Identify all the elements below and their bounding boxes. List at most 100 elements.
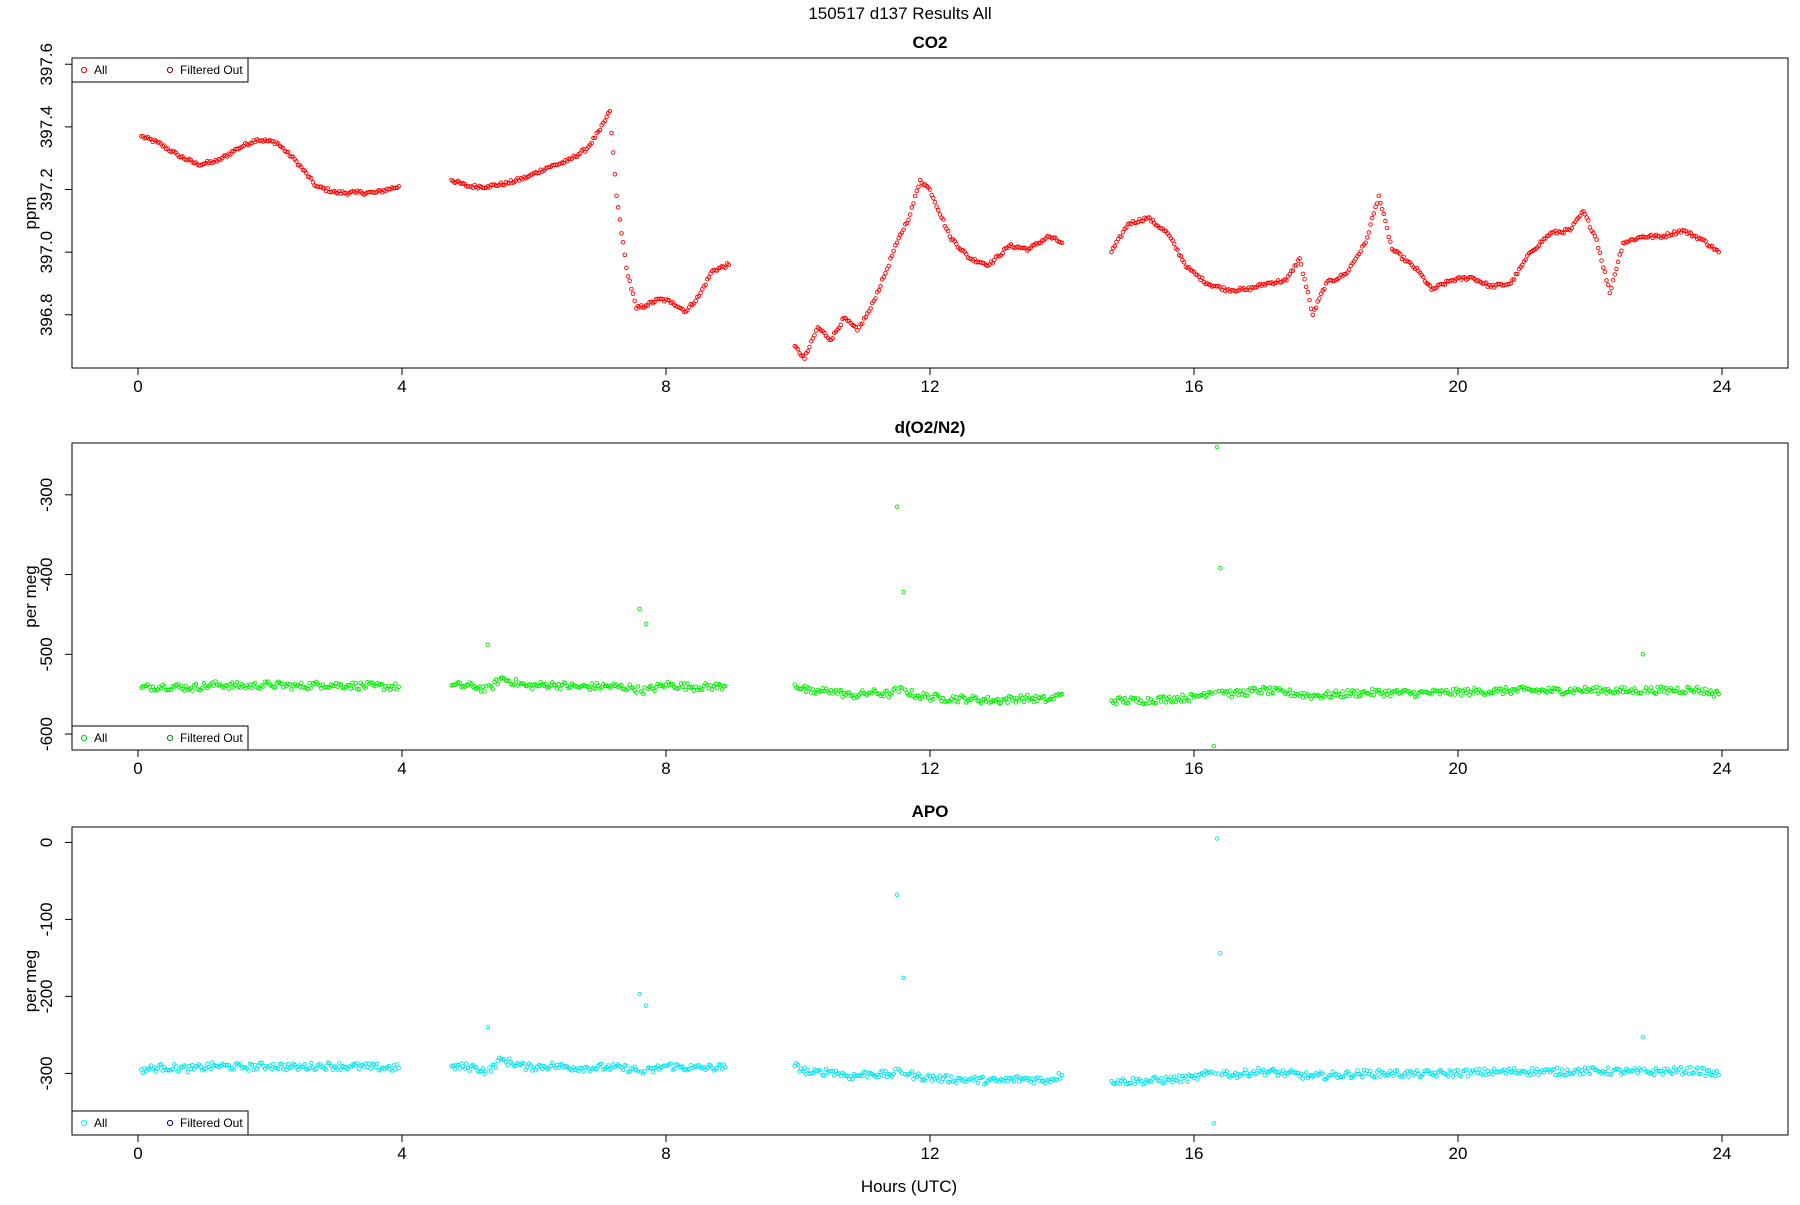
data-point bbox=[536, 683, 542, 689]
data-point bbox=[1305, 289, 1311, 295]
data-point bbox=[530, 686, 535, 692]
data-point bbox=[795, 346, 801, 352]
data-point bbox=[1703, 1073, 1708, 1079]
data-point bbox=[563, 1064, 568, 1069]
data-point bbox=[1003, 696, 1009, 701]
data-point bbox=[1397, 252, 1403, 257]
data-point bbox=[931, 195, 936, 201]
data-point bbox=[1609, 1072, 1614, 1077]
data-point bbox=[1450, 1074, 1456, 1079]
data-point bbox=[1520, 262, 1525, 268]
data-point bbox=[1153, 700, 1159, 706]
data-point bbox=[505, 678, 510, 683]
x-tick-label: 16 bbox=[1185, 1144, 1204, 1163]
data-point bbox=[1016, 698, 1022, 703]
data-point bbox=[591, 135, 596, 141]
data-point bbox=[1663, 685, 1669, 691]
y-axis-label: per meg bbox=[21, 950, 40, 1012]
data-point bbox=[1604, 278, 1609, 283]
data-point bbox=[1287, 687, 1292, 692]
data-point bbox=[1376, 687, 1382, 693]
data-point bbox=[1059, 240, 1065, 245]
data-point bbox=[490, 1062, 496, 1067]
data-point bbox=[835, 1071, 840, 1077]
data-point bbox=[1300, 1076, 1306, 1081]
data-point bbox=[1346, 267, 1352, 272]
data-point bbox=[1709, 243, 1715, 249]
data-point bbox=[1265, 691, 1271, 697]
x-tick-label: 8 bbox=[661, 1144, 670, 1163]
data-point bbox=[284, 149, 289, 155]
data-point bbox=[162, 683, 167, 689]
data-point bbox=[1638, 690, 1644, 696]
data-point bbox=[1592, 688, 1598, 694]
data-point bbox=[695, 1063, 700, 1068]
data-point bbox=[622, 252, 628, 258]
data-point bbox=[272, 685, 278, 690]
x-tick-label: 12 bbox=[921, 377, 940, 396]
data-point bbox=[267, 1063, 273, 1068]
data-point bbox=[299, 1064, 304, 1070]
data-point bbox=[394, 1062, 400, 1067]
data-point bbox=[1388, 239, 1393, 244]
data-point bbox=[1463, 690, 1469, 696]
legend-marker bbox=[166, 66, 174, 74]
data-point bbox=[1051, 696, 1056, 702]
data-point bbox=[1254, 1071, 1259, 1076]
data-point bbox=[627, 278, 632, 284]
data-point bbox=[931, 696, 936, 702]
data-point bbox=[1000, 1077, 1005, 1083]
data-point bbox=[1025, 692, 1030, 698]
data-point bbox=[1622, 685, 1627, 690]
x-tick-label: 20 bbox=[1449, 759, 1468, 778]
data-point bbox=[714, 1065, 720, 1071]
data-point bbox=[375, 1061, 380, 1067]
data-point bbox=[916, 184, 921, 189]
data-point bbox=[1173, 699, 1179, 705]
data-point bbox=[1591, 230, 1596, 235]
plot-frame bbox=[71, 442, 1789, 751]
data-point bbox=[355, 686, 360, 692]
data-point bbox=[936, 208, 941, 213]
data-point bbox=[1358, 693, 1363, 698]
data-point bbox=[1690, 1070, 1695, 1076]
data-point bbox=[178, 154, 184, 159]
data-point bbox=[176, 1068, 182, 1073]
data-point bbox=[457, 1066, 463, 1071]
data-point bbox=[838, 687, 844, 693]
data-point bbox=[1561, 230, 1566, 236]
data-point bbox=[1510, 277, 1515, 282]
data-point bbox=[909, 1069, 915, 1074]
legend: All Filtered Out bbox=[71, 725, 249, 751]
data-point bbox=[277, 1061, 283, 1067]
data-point bbox=[865, 1074, 870, 1080]
data-point bbox=[1127, 1080, 1132, 1086]
data-point bbox=[907, 212, 913, 217]
data-point bbox=[640, 691, 646, 696]
data-point bbox=[1180, 692, 1185, 698]
data-point bbox=[1145, 215, 1151, 220]
data-point bbox=[1132, 1081, 1137, 1087]
data-point bbox=[393, 681, 398, 686]
data-point bbox=[1670, 1071, 1675, 1077]
data-point bbox=[1513, 271, 1518, 277]
data-point bbox=[1706, 1068, 1712, 1073]
data-point bbox=[1694, 684, 1700, 690]
data-point bbox=[320, 185, 326, 191]
data-point bbox=[637, 606, 642, 612]
data-point bbox=[1214, 444, 1220, 450]
data-point bbox=[224, 1062, 230, 1068]
data-point bbox=[1162, 1080, 1167, 1085]
data-point bbox=[355, 1061, 360, 1066]
data-point bbox=[703, 282, 708, 288]
data-point bbox=[1171, 1074, 1177, 1079]
data-point bbox=[1541, 236, 1547, 242]
data-point bbox=[487, 1065, 492, 1070]
data-point bbox=[1355, 688, 1360, 693]
data-point bbox=[1612, 272, 1617, 277]
data-point bbox=[620, 240, 626, 245]
data-point bbox=[1031, 1080, 1037, 1086]
data-point bbox=[1508, 691, 1514, 697]
data-point bbox=[493, 1065, 499, 1070]
data-point bbox=[1703, 686, 1708, 691]
